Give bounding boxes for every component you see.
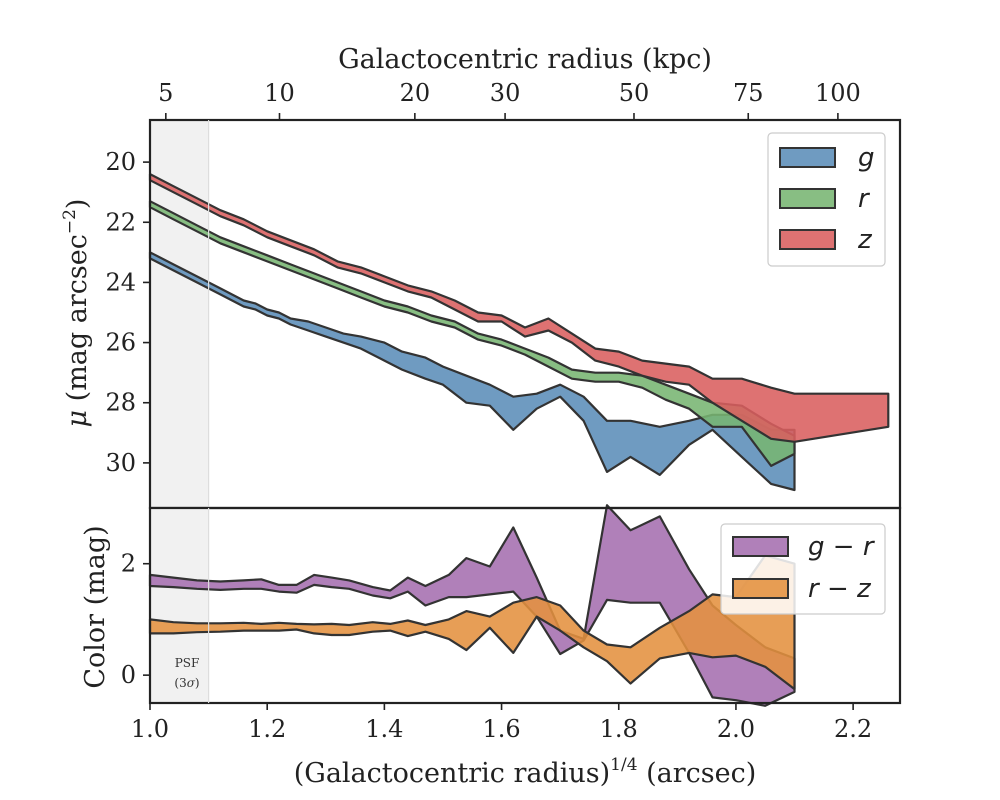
bottom-x-axis-label: (Galactocentric radius)1/4 (arcsec) bbox=[294, 755, 757, 789]
legend-swatch-r-z bbox=[732, 578, 789, 599]
psf-sigma-label: (3σ) bbox=[174, 676, 199, 690]
legend-swatch-r bbox=[779, 188, 836, 209]
legend-label-z: z bbox=[857, 225, 873, 255]
legend-swatch-g bbox=[779, 147, 836, 168]
x-label-exponent: 1/4 bbox=[610, 755, 637, 775]
y-tick-label: 26 bbox=[105, 329, 136, 357]
x-tick-label: 2.2 bbox=[834, 715, 872, 743]
x-tick-label: 1.0 bbox=[131, 715, 169, 743]
x-tick-label: 1.8 bbox=[600, 715, 638, 743]
band-z bbox=[148, 173, 890, 443]
top-x-axis-label: Galactocentric radius (kpc) bbox=[338, 44, 712, 75]
top-kpc-axis-ticks: 5 10 20 30 50 75 100 bbox=[158, 79, 861, 120]
y-tick-label: 22 bbox=[105, 208, 136, 236]
kpc-tick-label: 5 bbox=[158, 79, 173, 107]
color-y-tick-label: 0 bbox=[121, 661, 136, 689]
kpc-tick-label: 10 bbox=[264, 79, 295, 107]
y-tick-label: 20 bbox=[105, 148, 136, 176]
y-label-mu: μ bbox=[62, 410, 93, 428]
legend-swatch-z bbox=[779, 229, 836, 250]
y-label-main: (mag arcsec bbox=[62, 234, 93, 410]
kpc-tick-label: 75 bbox=[733, 79, 764, 107]
legend-swatch-g-r bbox=[732, 536, 789, 557]
surface-brightness-panel: 20 22 24 26 28 30 5 10 20 30 50 75 100 Galactocentr… bbox=[60, 44, 902, 510]
top-y-axis-label: μ (mag arcsec−2) bbox=[60, 199, 93, 428]
y-tick-label: 30 bbox=[105, 449, 136, 477]
y-tick-label: 24 bbox=[105, 268, 136, 296]
bottom-panel-frame bbox=[148, 506, 902, 705]
band-g bbox=[148, 251, 796, 492]
y-label-exponent: −2 bbox=[60, 209, 80, 234]
band-gr bbox=[148, 504, 796, 707]
legend-label-r-z: r − z bbox=[808, 574, 872, 604]
top-legend: g r z bbox=[767, 132, 886, 267]
legend-label-g-r: g − r bbox=[808, 532, 876, 562]
color-bands bbox=[148, 504, 796, 707]
y-label-end: ) bbox=[62, 199, 93, 210]
legend-label-g: g bbox=[858, 143, 875, 173]
x-label-main: (Galactocentric radius) bbox=[294, 758, 610, 789]
psf-sigma-symbol: σ bbox=[187, 676, 196, 690]
x-tick-label: 2.0 bbox=[717, 715, 755, 743]
band-rz bbox=[148, 554, 796, 691]
bottom-y-axis-ticks: 02 bbox=[121, 550, 150, 689]
top-y-axis-ticks: 20 22 24 26 28 30 bbox=[105, 148, 150, 477]
legend-label-r: r bbox=[858, 184, 871, 214]
x-tick-label: 1.6 bbox=[482, 715, 520, 743]
surface-brightness-bands bbox=[148, 173, 890, 492]
band-r bbox=[148, 200, 796, 467]
kpc-tick-label: 20 bbox=[400, 79, 431, 107]
x-label-end: (arcsec) bbox=[638, 758, 757, 789]
x-tick-label: 1.2 bbox=[248, 715, 286, 743]
psf-shaded-region-bottom bbox=[150, 508, 209, 703]
psf-label: PSF bbox=[175, 656, 200, 670]
color-y-axis-label: Color (mag) bbox=[80, 525, 111, 688]
psf-sigma-value: 3 bbox=[179, 676, 187, 690]
y-tick-label: 28 bbox=[105, 389, 136, 417]
color-panel: 02 1.0 1.2 1.4 1.6 1.8 2.0 2.2 PSF (3σ) Color … bbox=[80, 504, 902, 789]
color-y-tick-label: 2 bbox=[121, 550, 136, 578]
kpc-tick-label: 100 bbox=[815, 79, 861, 107]
x-tick-label: 1.4 bbox=[365, 715, 403, 743]
color-legend: g − r r − z bbox=[720, 523, 886, 615]
kpc-tick-label: 50 bbox=[619, 79, 650, 107]
bottom-x-axis-ticks: 1.0 1.2 1.4 1.6 1.8 2.0 2.2 bbox=[131, 703, 872, 743]
kpc-tick-label: 30 bbox=[490, 79, 521, 107]
